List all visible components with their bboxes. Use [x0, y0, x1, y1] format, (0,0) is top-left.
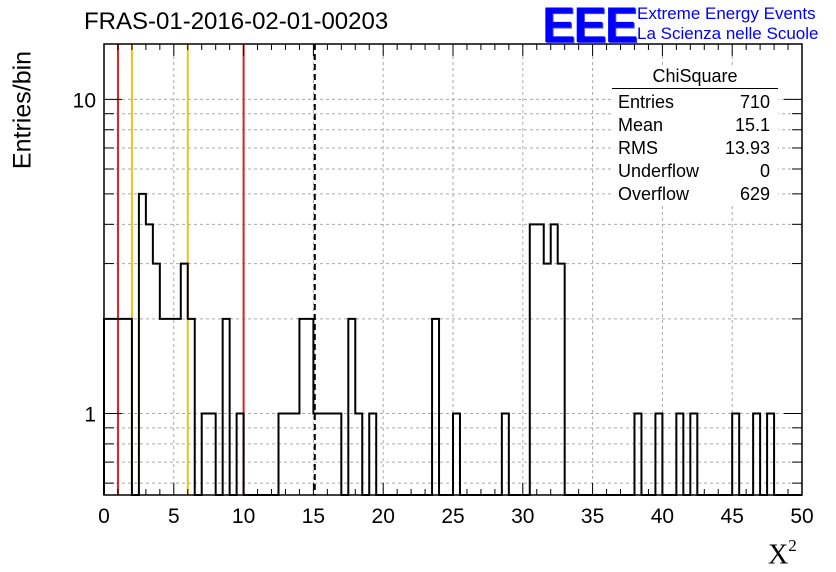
histogram-bin: [111, 319, 118, 495]
histogram-bin: [118, 319, 125, 495]
histogram-bin: [551, 224, 558, 495]
histogram-bin: [237, 413, 244, 495]
y-axis-label: Entries/bin: [6, 40, 40, 180]
histogram-bin: [369, 413, 376, 495]
histogram-bin: [320, 413, 327, 495]
stats-row-rms: RMS 13.93: [612, 137, 778, 160]
x-tick-label: 40: [651, 505, 674, 528]
histogram-bin: [334, 413, 341, 495]
histogram-bin: [202, 413, 209, 495]
y-tick-label: 1: [84, 403, 96, 426]
histogram-bin: [355, 413, 362, 495]
x-tick-label: 20: [372, 505, 395, 528]
x-tick-label: 50: [790, 505, 813, 528]
histogram-bin: [767, 413, 774, 495]
histogram-bin: [530, 224, 537, 495]
histogram-bin: [732, 413, 739, 495]
histogram-bin: [188, 319, 195, 495]
histogram-bin: [146, 224, 153, 495]
histogram-bin: [167, 319, 174, 495]
stats-box: ChiSquare Entries 710 Mean 15.1 RMS 13.93 U…: [612, 66, 778, 206]
x-tick-label: 5: [168, 505, 180, 528]
stats-value: 629: [739, 184, 770, 204]
stats-value: 710: [739, 92, 770, 112]
histogram-bin: [292, 413, 299, 495]
stats-row-mean: Mean 15.1: [612, 114, 778, 137]
stats-label: RMS: [618, 138, 658, 158]
histogram-bin: [153, 264, 160, 495]
x-tick-label: 35: [581, 505, 604, 528]
stats-label: Mean: [618, 115, 664, 135]
x-tick-label: 45: [721, 505, 744, 528]
histogram-bin: [223, 319, 230, 495]
histogram-bin: [676, 413, 683, 495]
histogram-bin: [139, 194, 146, 495]
histogram-bin: [285, 413, 292, 495]
x-tick-label: 30: [511, 505, 534, 528]
stats-value: 0: [759, 161, 770, 181]
x-tick-label: 0: [98, 505, 110, 528]
x-tick-label: 10: [232, 505, 255, 528]
x-axis-label-text: X: [768, 539, 789, 571]
stats-value: 13.93: [724, 138, 770, 158]
stats-label: Overflow: [618, 184, 690, 204]
stats-row-overflow: Overflow 629: [612, 183, 778, 206]
histogram-bin: [299, 319, 306, 495]
x-tick-label: 15: [302, 505, 325, 528]
histogram-bin: [544, 264, 551, 495]
stats-label: Entries: [618, 92, 675, 112]
histogram-bin: [209, 413, 216, 495]
stats-row-entries: Entries 710: [612, 91, 778, 114]
histogram-bin: [306, 319, 313, 495]
stats-label: Underflow: [618, 161, 700, 181]
histogram-bin: [753, 413, 760, 495]
logo-line-1: Extreme Energy Events: [637, 4, 816, 23]
histogram-bin: [634, 413, 641, 495]
histogram-bin: [502, 413, 509, 495]
histogram-bin: [327, 413, 334, 495]
stats-value: 15.1: [734, 115, 770, 135]
y-axis-label-text: Entries/bin: [8, 50, 37, 170]
histogram-bin: [125, 319, 132, 495]
x-axis-label: X2: [768, 536, 797, 571]
histogram-bin: [313, 413, 320, 495]
histogram-bin: [537, 224, 544, 495]
histogram-bin: [181, 264, 188, 495]
eee-logo: EEE: [542, 0, 638, 53]
y-tick-label: 10: [73, 89, 96, 112]
stats-title: ChiSquare: [612, 66, 778, 89]
chart-title: FRAS-01-2016-02-01-00203: [84, 8, 389, 35]
histogram-bin: [690, 413, 697, 495]
logo-line-2: La Scienza nelle Scuole: [637, 24, 819, 43]
histogram-bin: [174, 319, 181, 495]
stats-row-underflow: Underflow 0: [612, 160, 778, 183]
histogram-bin: [348, 319, 355, 495]
histogram-bin: [558, 264, 565, 495]
histogram-bin: [104, 319, 111, 495]
histogram-bin: [279, 413, 286, 495]
logo-caption: Extreme Energy Events La Scienza nelle S…: [637, 4, 818, 44]
histogram-bin: [453, 413, 460, 495]
histogram-bin: [160, 319, 167, 495]
x-tick-label: 25: [441, 505, 464, 528]
x-axis-label-superscript: 2: [788, 536, 797, 555]
histogram-bin: [432, 319, 439, 495]
histogram-bin: [655, 413, 662, 495]
